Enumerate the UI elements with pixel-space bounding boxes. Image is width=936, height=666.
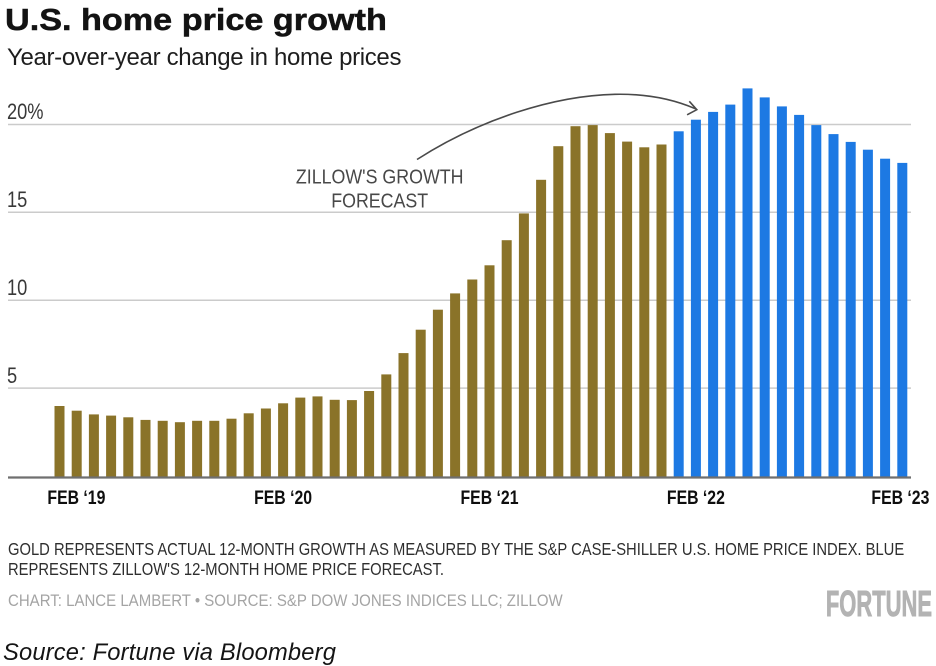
svg-text:FORECAST: FORECAST — [331, 190, 428, 212]
svg-text:20%: 20% — [7, 101, 44, 125]
svg-text:FEB ‘23: FEB ‘23 — [871, 487, 929, 509]
svg-text:FEB ‘22: FEB ‘22 — [667, 487, 725, 509]
svg-text:15: 15 — [7, 189, 27, 213]
svg-text:ZILLOW'S GROWTH: ZILLOW'S GROWTH — [296, 166, 464, 188]
svg-text:FEB ‘21: FEB ‘21 — [461, 487, 519, 509]
svg-text:FEB ‘20: FEB ‘20 — [254, 487, 312, 509]
svg-text:10: 10 — [7, 277, 27, 301]
svg-text:FEB ‘19: FEB ‘19 — [47, 487, 105, 509]
svg-text:5: 5 — [7, 364, 17, 388]
